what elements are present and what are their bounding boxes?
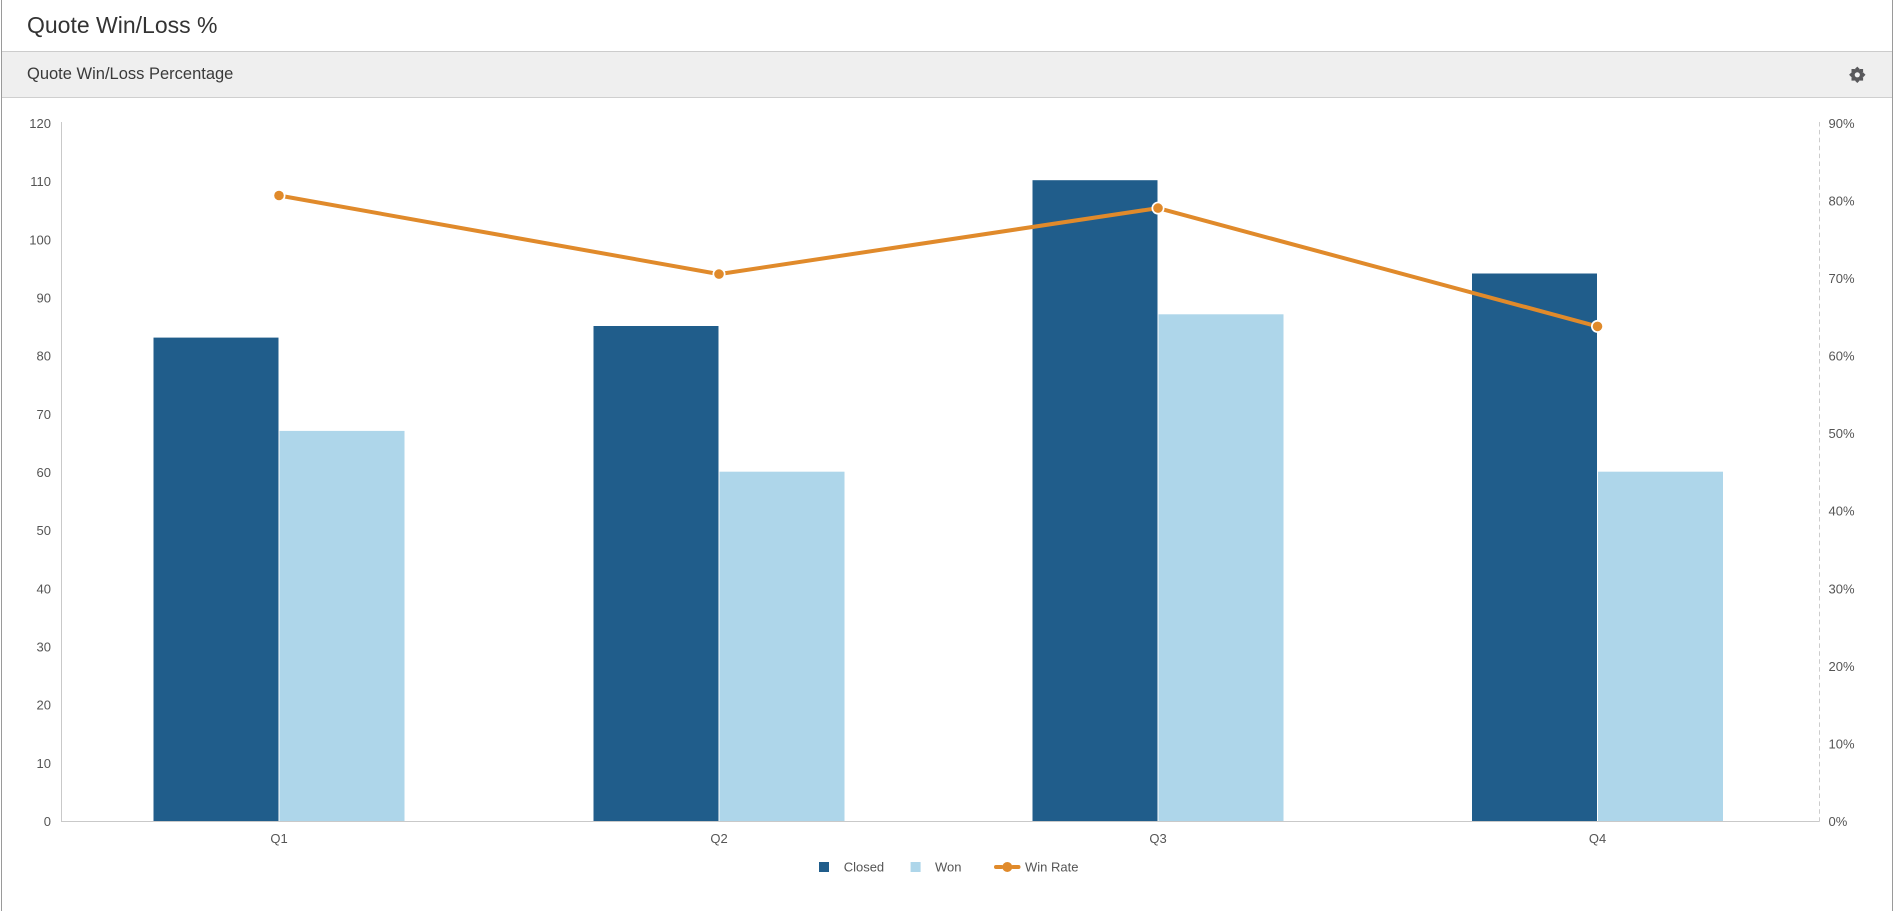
- svg-text:30%: 30%: [1829, 581, 1855, 596]
- svg-text:60: 60: [37, 465, 51, 480]
- svg-text:50%: 50%: [1829, 426, 1855, 441]
- svg-text:10: 10: [37, 756, 51, 771]
- svg-text:100: 100: [29, 232, 51, 247]
- svg-text:0: 0: [44, 814, 51, 829]
- svg-text:60%: 60%: [1829, 349, 1855, 364]
- svg-text:90: 90: [37, 291, 51, 306]
- svg-text:Q1: Q1: [270, 831, 287, 846]
- svg-text:70: 70: [37, 407, 51, 422]
- svg-text:80%: 80%: [1829, 194, 1855, 209]
- svg-text:70%: 70%: [1829, 271, 1855, 286]
- svg-text:50: 50: [37, 523, 51, 538]
- svg-text:Q4: Q4: [1589, 831, 1606, 846]
- svg-text:20%: 20%: [1829, 659, 1855, 674]
- svg-text:90%: 90%: [1829, 116, 1855, 131]
- svg-text:20: 20: [37, 698, 51, 713]
- svg-text:Q2: Q2: [710, 831, 727, 846]
- svg-text:40%: 40%: [1829, 504, 1855, 519]
- svg-text:10%: 10%: [1829, 736, 1855, 751]
- svg-text:Closed: Closed: [844, 860, 884, 875]
- svg-text:Won: Won: [935, 860, 962, 875]
- svg-text:110: 110: [30, 174, 51, 189]
- svg-text:120: 120: [29, 116, 51, 131]
- svg-text:30: 30: [37, 640, 51, 655]
- svg-text:80: 80: [37, 349, 51, 364]
- svg-text:Win Rate: Win Rate: [1025, 860, 1078, 875]
- svg-text:0%: 0%: [1829, 814, 1848, 829]
- svg-text:40: 40: [37, 581, 51, 596]
- svg-text:Q3: Q3: [1149, 831, 1166, 846]
